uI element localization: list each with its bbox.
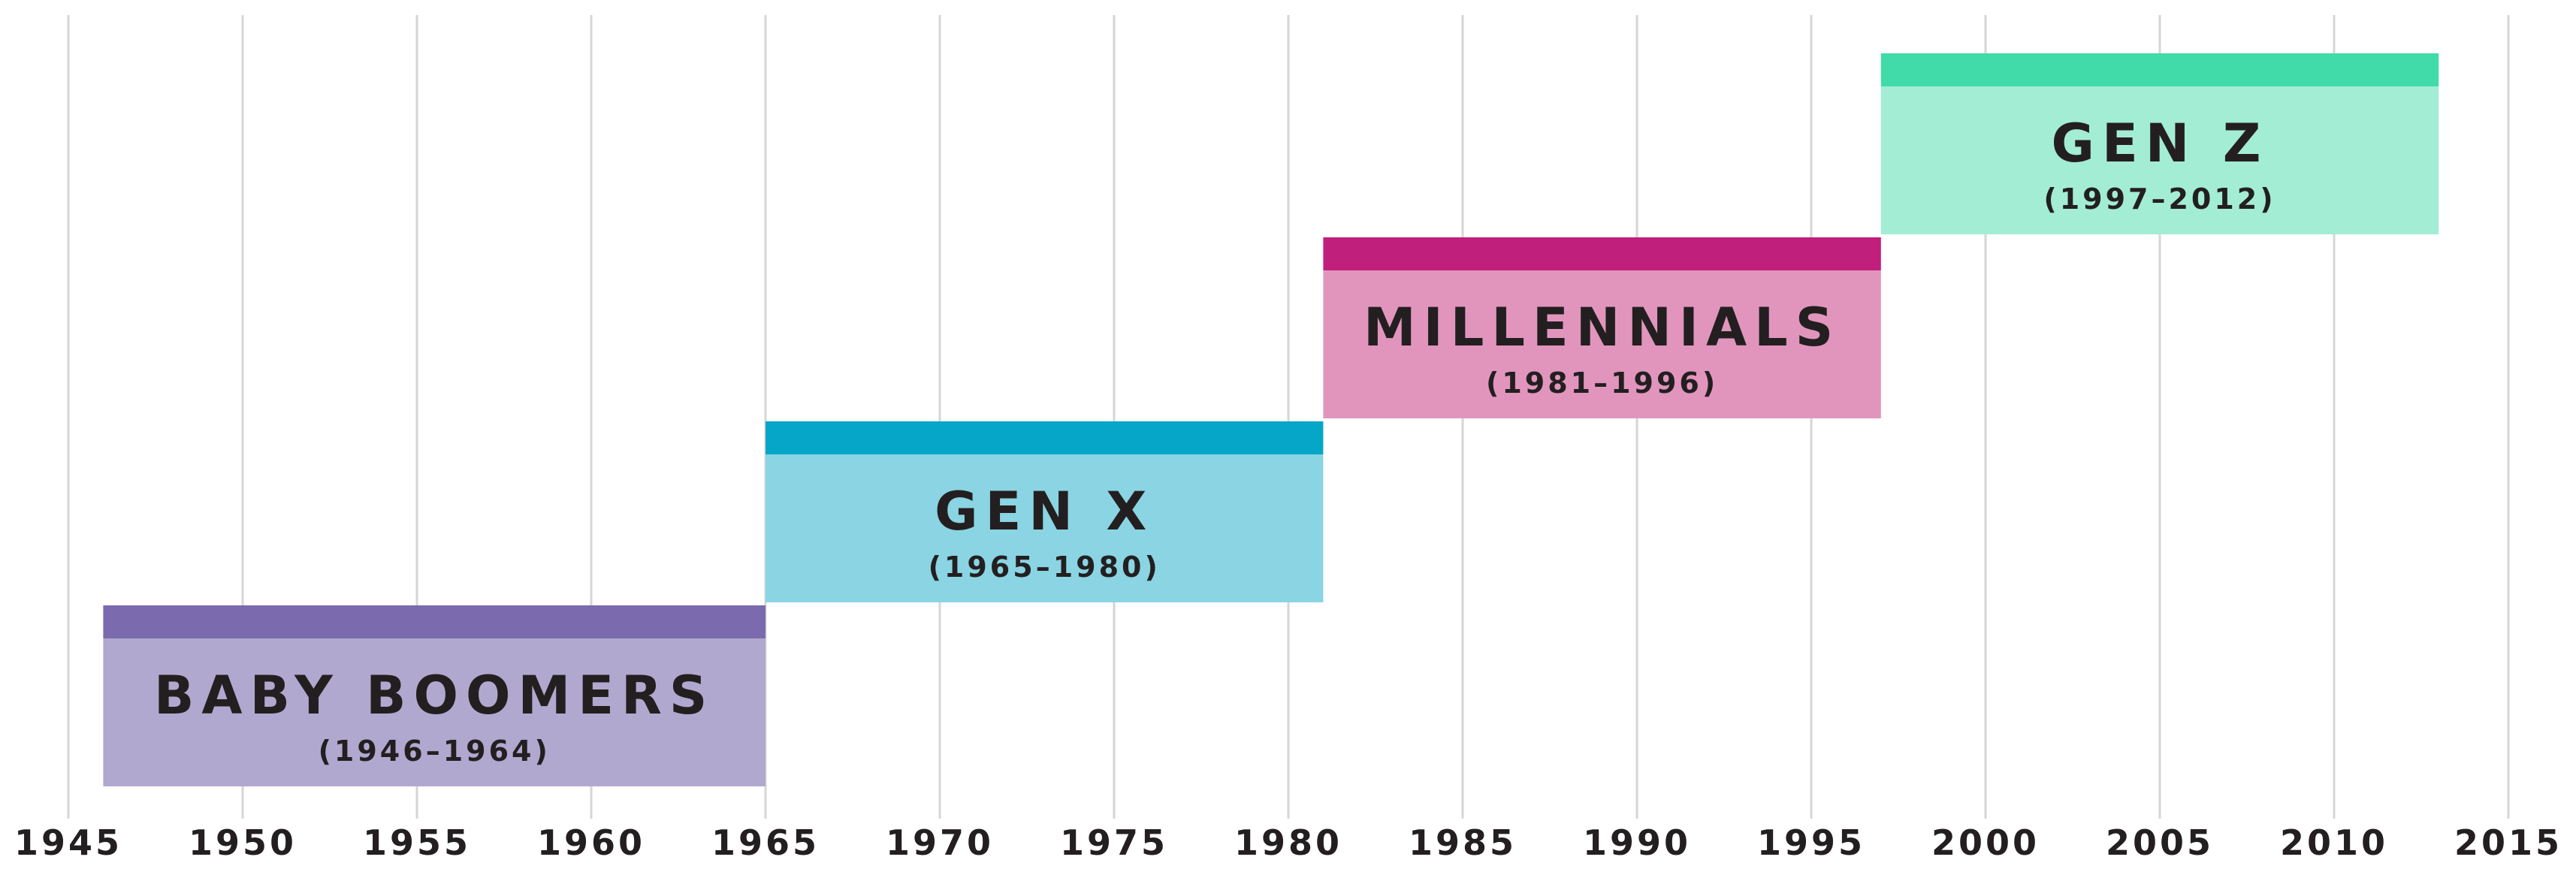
x-tick-label-2010: 2010 bbox=[2280, 822, 2388, 863]
x-tick-label-1950: 1950 bbox=[189, 822, 297, 863]
x-tick-label-1970: 1970 bbox=[886, 822, 994, 863]
bar-body-gen-z bbox=[1880, 86, 2439, 234]
generation-bar-baby-boomers: BABY BOOMERS (1946–1964) bbox=[103, 605, 766, 786]
generation-bar-gen-z: GEN Z (1997–2012) bbox=[1880, 53, 2439, 234]
generation-name-baby-boomers: BABY BOOMERS bbox=[154, 665, 714, 726]
x-tick-label-1995: 1995 bbox=[1757, 822, 1865, 863]
x-tick-label-1955: 1955 bbox=[363, 822, 471, 863]
bar-stripe-millennials bbox=[1323, 237, 1881, 270]
x-tick-label-1985: 1985 bbox=[1409, 822, 1517, 863]
x-tick-label-2005: 2005 bbox=[2106, 822, 2214, 863]
bar-stripe-gen-z bbox=[1880, 53, 2439, 86]
generation-bar-millennials: MILLENNIALS (1981–1996) bbox=[1323, 237, 1881, 418]
generation-range-gen-z: (1997–2012) bbox=[2043, 183, 2276, 216]
generation-range-baby-boomers: (1946–1964) bbox=[319, 735, 551, 768]
bar-stripe-baby-boomers bbox=[103, 605, 766, 638]
x-tick-label-1975: 1975 bbox=[1060, 822, 1168, 863]
x-tick-label-2015: 2015 bbox=[2454, 822, 2562, 863]
x-tick-label-1980: 1980 bbox=[1234, 822, 1342, 863]
x-tick-label-1945: 1945 bbox=[14, 822, 122, 863]
bar-body-gen-x bbox=[766, 454, 1324, 602]
x-tick-label-1990: 1990 bbox=[1583, 822, 1691, 863]
bar-body-millennials bbox=[1323, 270, 1881, 418]
generation-range-gen-x: (1965–1980) bbox=[929, 551, 1161, 584]
bar-stripe-gen-x bbox=[766, 421, 1324, 454]
bar-body-baby-boomers bbox=[103, 638, 766, 786]
generation-bar-gen-x: GEN X (1965–1980) bbox=[766, 421, 1324, 602]
generation-range-millennials: (1981–1996) bbox=[1486, 367, 1718, 400]
x-axis: 1945 1950 1955 1960 1965 1970 1975 1980 1985 1990… bbox=[14, 822, 2562, 863]
x-tick-label-1960: 1960 bbox=[537, 822, 645, 863]
x-tick-label-2000: 2000 bbox=[1931, 822, 2040, 863]
generation-name-gen-x: GEN X bbox=[935, 481, 1154, 542]
generation-bars: BABY BOOMERS (1946–1964) GEN X (1965–1980) M… bbox=[103, 53, 2439, 786]
generation-name-millennials: MILLENNIALS bbox=[1363, 297, 1841, 358]
x-tick-label-1965: 1965 bbox=[711, 822, 820, 863]
generation-name-gen-z: GEN Z bbox=[2052, 113, 2269, 174]
